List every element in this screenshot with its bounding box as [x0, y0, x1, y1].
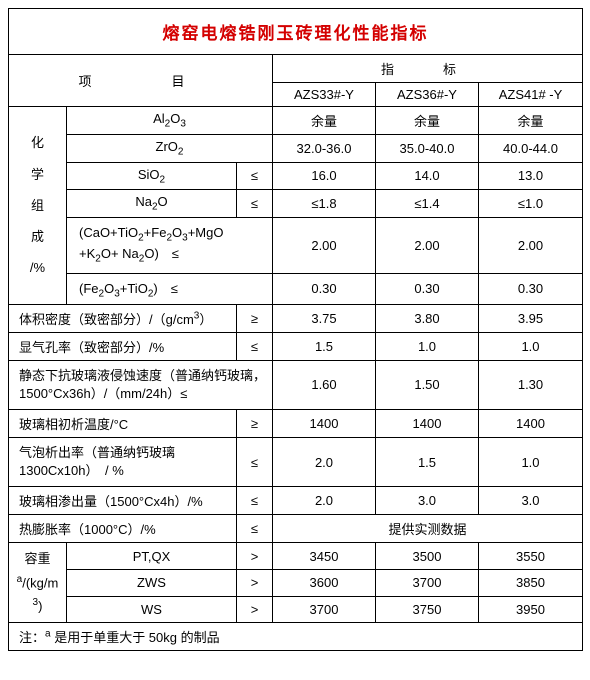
cell-merged: 提供实测数据: [273, 515, 583, 543]
row-zro2-label: ZrO2: [67, 135, 273, 163]
cell: 13.0: [479, 162, 583, 190]
cell: ≤1.8: [273, 190, 376, 218]
row-al2o3-label: Al2O3: [67, 107, 273, 135]
row-density-label: 体积密度（致密部分）/（g/cm3）: [9, 304, 237, 332]
chem-group-label: 化学组成/%: [9, 107, 67, 305]
sym: ≤: [237, 190, 273, 218]
bulk-label: 容重a/(kg/m3): [9, 543, 67, 623]
row-crystal-label: 玻璃相初析温度/°C: [9, 409, 237, 437]
cell: 1.50: [376, 360, 479, 409]
row-na2o-label: Na2O: [67, 190, 237, 218]
sym: >: [237, 596, 273, 623]
row-thermal-label: 热膨胀率（1000°C）/%: [9, 515, 237, 543]
cell: 1.5: [273, 332, 376, 360]
cell: 2.00: [479, 217, 583, 273]
spec-table: 熔窑电熔锆刚玉砖理化性能指标 项 目 指 标 AZS33#-Y AZS36#-Y…: [8, 8, 583, 651]
cell: 2.00: [376, 217, 479, 273]
cell: 3500: [376, 543, 479, 570]
cell: 1.0: [376, 332, 479, 360]
sym: >: [237, 543, 273, 570]
row-feti-label: (Fe2O3+TiO2) ≤: [67, 273, 273, 304]
header-indicator: 指 标: [273, 55, 583, 83]
cell: 3700: [273, 596, 376, 623]
cell: 2.0: [273, 487, 376, 515]
row-exud-label: 玻璃相渗出量（1500°Cx4h）/%: [9, 487, 237, 515]
cell: 1.5: [376, 437, 479, 486]
cell: 余量: [479, 107, 583, 135]
sym: ≤: [237, 332, 273, 360]
sym: ≤: [237, 515, 273, 543]
row-porosity-label: 显气孔率（致密部分）/%: [9, 332, 237, 360]
cell: 3600: [273, 569, 376, 596]
cell: 3550: [479, 543, 583, 570]
cell: 1.30: [479, 360, 583, 409]
sym: ≥: [237, 304, 273, 332]
sym: ≤: [237, 162, 273, 190]
cell: 3.95: [479, 304, 583, 332]
cell: 3.75: [273, 304, 376, 332]
cell: 1400: [273, 409, 376, 437]
cell: 0.30: [273, 273, 376, 304]
cell: 3950: [479, 596, 583, 623]
cell: 1400: [479, 409, 583, 437]
sym: ≤: [237, 437, 273, 486]
col-header-2: AZS36#-Y: [376, 83, 479, 107]
cell: 40.0-44.0: [479, 135, 583, 163]
cell: 3.0: [479, 487, 583, 515]
cell: 3.0: [376, 487, 479, 515]
cell: 3.80: [376, 304, 479, 332]
table-title: 熔窑电熔锆刚玉砖理化性能指标: [9, 9, 583, 55]
row-bubble-label: 气泡析出率（普通纳钙玻璃1300Cx10h） / %: [9, 437, 237, 486]
cell: 3700: [376, 569, 479, 596]
cell: 1.0: [479, 332, 583, 360]
cell: 2.00: [273, 217, 376, 273]
row-sum-label: (CaO+TiO2+Fe2O3+MgO+K2O+ Na2O) ≤: [67, 217, 273, 273]
cell: 1.0: [479, 437, 583, 486]
col-header-1: AZS33#-Y: [273, 83, 376, 107]
cell: 1.60: [273, 360, 376, 409]
cell: 0.30: [479, 273, 583, 304]
cell: 16.0: [273, 162, 376, 190]
row-sio2-label: SiO2: [67, 162, 237, 190]
cell: 35.0-40.0: [376, 135, 479, 163]
cell: 余量: [273, 107, 376, 135]
header-item: 项 目: [9, 55, 273, 107]
cell: 2.0: [273, 437, 376, 486]
cell: 3750: [376, 596, 479, 623]
row-ws-label: WS: [67, 596, 237, 623]
col-header-3: AZS41# -Y: [479, 83, 583, 107]
cell: 14.0: [376, 162, 479, 190]
cell: 0.30: [376, 273, 479, 304]
cell: 余量: [376, 107, 479, 135]
row-ptqx-label: PT,QX: [67, 543, 237, 570]
cell: 32.0-36.0: [273, 135, 376, 163]
footnote: 注：a 是用于单重大于 50kg 的制品: [9, 623, 583, 651]
row-zws-label: ZWS: [67, 569, 237, 596]
sym: >: [237, 569, 273, 596]
cell: 3850: [479, 569, 583, 596]
sym: ≤: [237, 487, 273, 515]
cell: 1400: [376, 409, 479, 437]
sym: ≥: [237, 409, 273, 437]
cell: 3450: [273, 543, 376, 570]
cell: ≤1.0: [479, 190, 583, 218]
cell: ≤1.4: [376, 190, 479, 218]
row-erosion-label: 静态下抗玻璃液侵蚀速度（普通纳钙玻璃，1500°Cx36h）/（mm/24h）≤: [9, 360, 273, 409]
